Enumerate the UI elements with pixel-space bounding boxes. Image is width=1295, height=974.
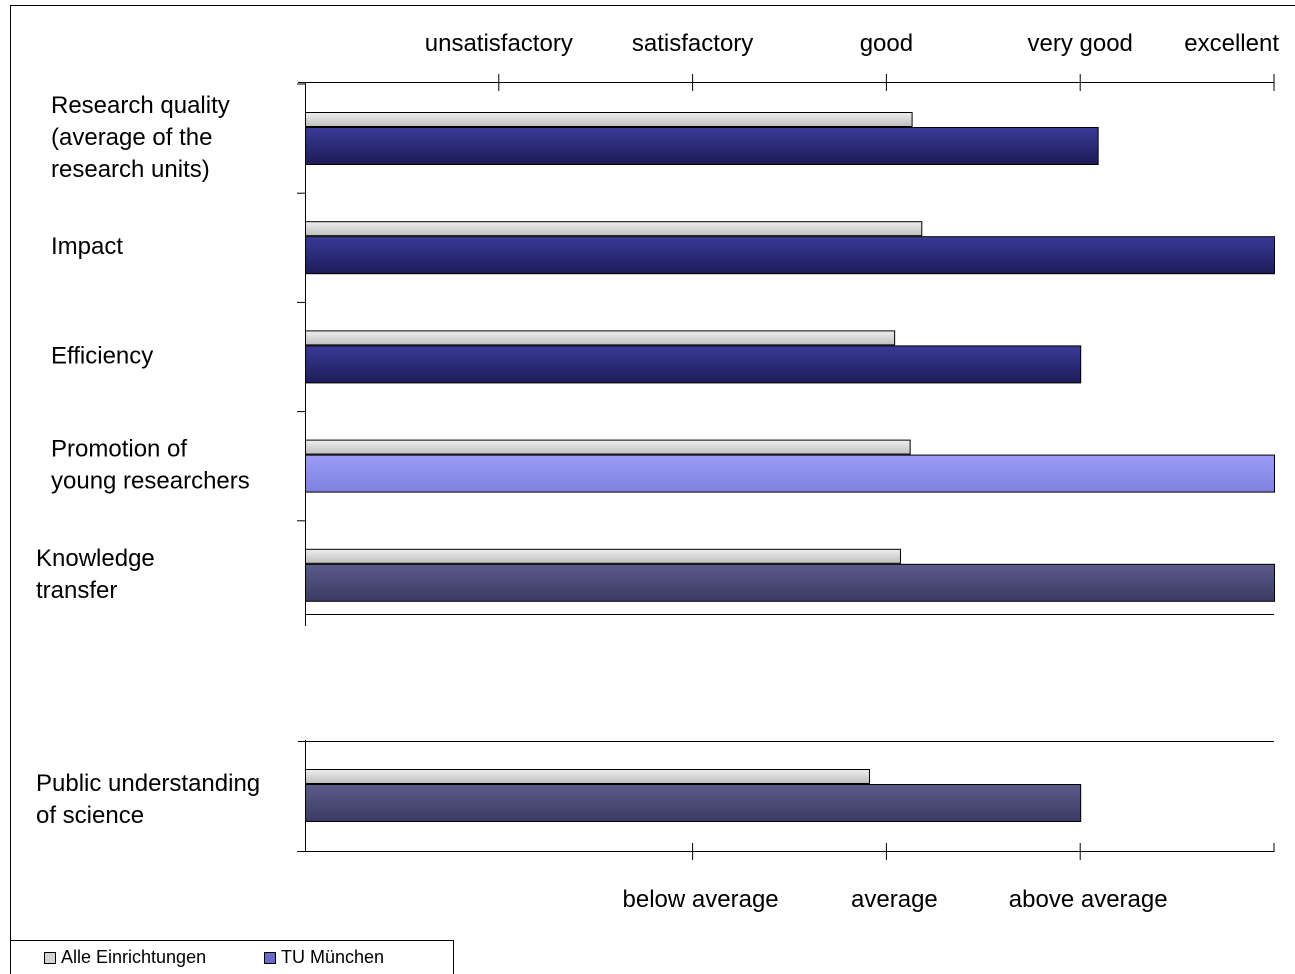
bar-tu-muenchen-research-quality-average-of-the-research-units xyxy=(305,127,1099,165)
legend-label-alle-einrichtungen: Alle Einrichtungen xyxy=(61,947,206,967)
bar-alle-einrichtungen-research-quality-average-of-the-research-units xyxy=(305,112,913,127)
top-axis-label-very-good: very good xyxy=(1027,30,1132,57)
legend-label-tu-muenchen: TU München xyxy=(281,947,384,967)
bar-alle-einrichtungen-impact xyxy=(305,221,923,237)
category-label-of-science: of science xyxy=(36,802,144,829)
top-axis: unsatisfactory satisfactory good very good e… xyxy=(297,30,1279,626)
bar-alle-einrichtungen-knowledge-transfer xyxy=(305,548,901,564)
bottom-axis-label-average: average xyxy=(851,886,938,913)
bottom-chart-category-labels: Public understanding of science xyxy=(36,770,260,829)
bottom-axis-label-below-average: below average xyxy=(623,886,779,913)
top-axis-label-unsatisfactory: unsatisfactory xyxy=(425,30,573,57)
bar-tu-muenchen-promotion-of-young-researchers xyxy=(305,454,1275,493)
category-label-research-quality: Research quality xyxy=(51,92,230,119)
category-label-research-units: research units) xyxy=(51,156,210,183)
category-label-public-understanding: Public understanding xyxy=(36,770,260,797)
top-axis-label-excellent: excellent xyxy=(1184,30,1279,57)
top-chart-category-labels: Research quality (average of the research … xyxy=(36,92,250,604)
category-label-average-of-the: (average of the xyxy=(51,124,212,151)
bar-tu-muenchen-knowledge-transfer xyxy=(305,563,1275,602)
bar-alle-einrichtungen-efficiency xyxy=(305,330,896,346)
top-axis-label-good: good xyxy=(860,30,913,57)
legend-swatch-tu-muenchen xyxy=(264,952,276,964)
category-label-efficiency: Efficiency xyxy=(51,342,153,369)
top-axis-label-satisfactory: satisfactory xyxy=(632,30,753,57)
top-chart-bars xyxy=(305,112,1275,602)
legend-box xyxy=(10,940,454,974)
bar-alle-einrichtungen-public-understanding-of-science xyxy=(305,769,870,784)
category-label-young-researchers: young researchers xyxy=(51,468,250,495)
bottom-axis: below average average above average xyxy=(297,740,1275,913)
bottom-chart-bars xyxy=(305,769,1082,822)
bar-tu-muenchen-efficiency xyxy=(305,345,1082,384)
category-label-impact: Impact xyxy=(51,233,123,260)
category-label-promotion-of: Promotion of xyxy=(51,436,187,463)
bar-tu-muenchen-public-understanding-of-science xyxy=(305,784,1082,822)
category-label-knowledge: Knowledge xyxy=(36,545,155,572)
category-label-transfer: transfer xyxy=(36,577,117,604)
legend: Alle Einrichtungen TU München xyxy=(10,940,454,974)
legend-swatch-alle-einrichtungen xyxy=(44,952,56,964)
bar-tu-muenchen-impact xyxy=(305,236,1275,275)
bottom-axis-label-above-average: above average xyxy=(1009,886,1168,913)
bar-alle-einrichtungen-promotion-of-young-researchers xyxy=(305,439,911,455)
chart-frame xyxy=(10,5,1295,974)
